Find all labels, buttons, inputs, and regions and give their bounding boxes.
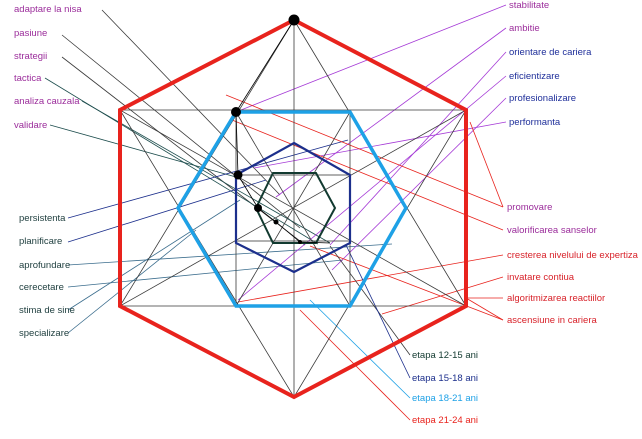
hexagon-etapa-18-21 xyxy=(175,110,409,308)
stage-label-group: etapa 12-15 ani etapa 15-18 ani etapa 18… xyxy=(412,350,478,426)
label-invatare-contiua: invatare contiua xyxy=(507,272,575,283)
label-eficientizare: eficientizare xyxy=(509,71,560,82)
label-profesionalizare: profesionalizare xyxy=(509,93,576,104)
label-etapa-18-21: etapa 18-21 ani xyxy=(412,393,478,404)
label-orientare-de-cariera: orientare de cariera xyxy=(509,47,592,58)
label-planificare: planificare xyxy=(19,236,62,247)
label-etapa-15-18: etapa 15-18 ani xyxy=(412,373,478,384)
hexagon-etapa-15-18 xyxy=(234,141,352,274)
label-etapa-21-24: etapa 21-24 ani xyxy=(412,415,478,426)
right-mid-label-group: promovare valorificarea sanselor xyxy=(507,202,597,236)
progression-dot-2 xyxy=(231,107,241,117)
label-stabilitate: stabilitate xyxy=(509,0,549,11)
hexagram-lines xyxy=(119,19,467,398)
right-bottom-label-group: cresterea nivelului de expertiza invatar… xyxy=(507,250,639,326)
label-performanta: performanta xyxy=(509,117,561,128)
progression-dot-6 xyxy=(298,240,302,244)
progression-dot-1 xyxy=(288,14,300,26)
progression-dot-5 xyxy=(273,219,279,225)
label-valorificarea-sanselor: valorificarea sanselor xyxy=(507,225,597,236)
hexagon-etapa-21-24 xyxy=(118,17,468,400)
label-cerecetare: cerecetare xyxy=(19,282,64,293)
label-analiza-cauzala: analiza cauzala xyxy=(14,96,80,107)
progression-dot-4 xyxy=(254,204,262,212)
label-pasiune: pasiune xyxy=(14,28,47,39)
label-cresterea-nivelului-de-expertiza: cresterea nivelului de expertiza xyxy=(507,250,639,261)
label-ascensiune-in-cariera: ascensiune in cariera xyxy=(507,315,597,326)
label-promovare: promovare xyxy=(507,202,552,213)
left-top-label-group: adaptare la nisa pasiune strategii tacti… xyxy=(14,4,82,131)
label-aprofundare: aprofundare xyxy=(19,260,70,271)
label-ambitie: ambitie xyxy=(509,23,540,34)
label-algoritmizarea-reactiilor: algoritmizarea reactiilor xyxy=(507,293,605,304)
label-validare: validare xyxy=(14,120,47,131)
label-specializare: specializare xyxy=(19,328,69,339)
label-etapa-12-15: etapa 12-15 ani xyxy=(412,350,478,361)
label-persistenta: persistenta xyxy=(19,213,66,224)
label-adaptare-la-nisa: adaptare la nisa xyxy=(14,4,82,15)
progression-dot-3 xyxy=(233,170,243,180)
stage-leader-lines xyxy=(299,244,411,421)
hexagon-etapa-12-15 xyxy=(254,172,337,244)
label-tactica: tactica xyxy=(14,73,42,84)
left-leader-lines xyxy=(44,9,393,334)
label-strategii: strategii xyxy=(14,51,47,62)
left-bottom-label-group: persistenta planificare aprofundare cere… xyxy=(19,213,75,339)
right-top-label-group: stabilitate ambitie orientare de cariera… xyxy=(509,0,592,128)
label-stima-de-sine: stima de sine xyxy=(19,305,75,316)
